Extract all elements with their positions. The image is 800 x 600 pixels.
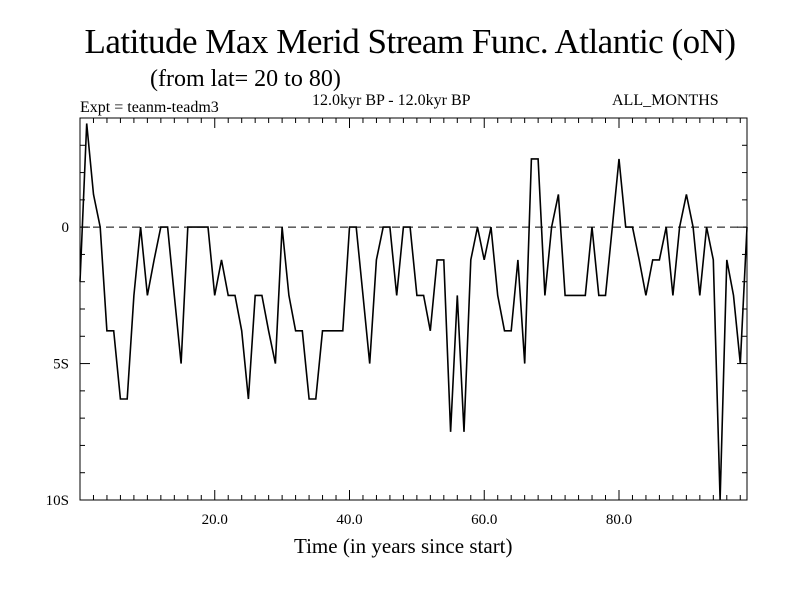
x-tick-label: 80.0 bbox=[606, 512, 632, 528]
y-tick-label: 5S bbox=[53, 357, 69, 373]
y-tick-label: 0 bbox=[62, 220, 70, 236]
chart-subtitle: (from lat= 20 to 80) bbox=[150, 66, 341, 92]
experiment-label: Expt = teanm-teadm3 bbox=[80, 99, 219, 116]
series-line bbox=[79, 123, 748, 501]
months-label: ALL_MONTHS bbox=[612, 92, 719, 109]
period-label: 12.0kyr BP - 12.0kyr BP bbox=[312, 92, 471, 109]
chart-title: Latitude Max Merid Stream Func. Atlantic… bbox=[84, 22, 736, 61]
series-layer bbox=[79, 123, 748, 501]
x-tick-label: 40.0 bbox=[336, 512, 362, 528]
ticks: 20.0 40.0 60.0 80.0 0 5S 10S bbox=[46, 118, 747, 528]
x-tick-label: 20.0 bbox=[202, 512, 228, 528]
x-tick-label: 60.0 bbox=[471, 512, 497, 528]
y-tick-label: 10S bbox=[46, 493, 69, 509]
x-axis-label: Time (in years since start) bbox=[294, 534, 513, 558]
plot-frame bbox=[79, 117, 748, 501]
axes bbox=[79, 117, 748, 501]
